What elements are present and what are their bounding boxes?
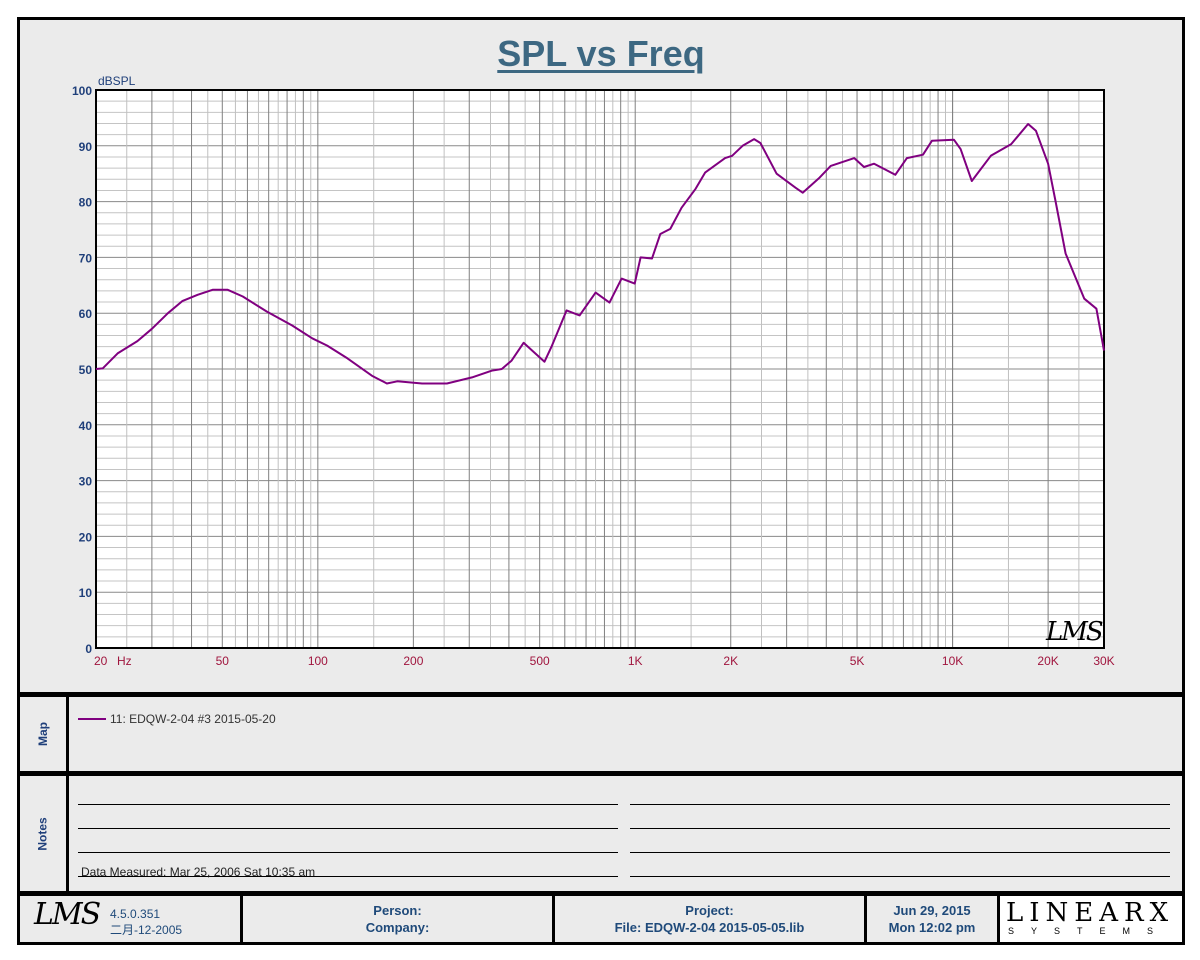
file: File: EDQW-2-04 2015-05-05.lib [614,920,805,935]
divider [66,697,69,771]
divider [864,896,867,942]
x-tick-label: 1K [628,654,643,668]
legend-label: 11: EDQW-2-04 #3 2015-05-20 [110,712,276,726]
brand: LINEARX [1006,898,1175,928]
x-tick-label: 20 [94,654,108,668]
version: 4.5.0.351 [110,907,161,921]
project: Project: [685,903,734,918]
build-date: 二月-12-2005 [110,923,183,937]
divider [997,896,1000,942]
note-line [78,828,618,829]
y-tick-label: 10 [79,586,93,600]
note-line [78,852,618,853]
x-tick-label: 30K [1093,654,1114,668]
x-tick-label: 50 [216,654,230,668]
time: Mon 12:02 pm [888,920,976,935]
footer-person-cell: Person: Company: [243,896,552,942]
x-tick-label: 200 [403,654,423,668]
x-tick-label: 2K [723,654,738,668]
person: Person: [373,903,422,918]
y-tick-label: 0 [85,642,92,656]
version-info: 4.5.0.351 二月-12-2005 [110,906,182,938]
divider [20,692,1182,697]
divider [20,771,1182,776]
note-line [630,852,1170,853]
notes-label-text: Notes [36,817,50,851]
map-label-text: Map [36,722,50,746]
y-tick-label: 50 [79,363,93,377]
y-tick-label: 30 [79,475,93,489]
x-tick-label: 500 [530,654,550,668]
divider [20,891,1182,896]
lms-report-frame: SPL vs Freq 0 10 20 30 40 50 60 70 80 90 100 dBSPL 2… [17,17,1185,945]
data-measured: Data Measured: Mar 25, 2006 Sat 10:35 am [81,865,316,879]
y-tick-label: 100 [72,84,92,98]
date: Jun 29, 2015 [893,903,971,918]
y-tick-label: 90 [79,140,93,154]
y-axis-label: dBSPL [98,74,136,88]
x-tick-label: 5K [850,654,865,668]
note-line [630,876,1170,877]
lms-watermark: LMS [1045,617,1103,647]
map-label: Map [20,697,66,771]
footer-project-cell: Project: File: EDQW-2-04 2015-05-05.lib [555,896,864,942]
divider [552,896,555,942]
lms-logo: LMS [34,897,101,932]
note-line [78,876,618,877]
x-axis-unit: Hz [117,654,132,668]
divider [240,896,243,942]
linearx-logo: LINEARX SYSTEMS [1000,896,1182,942]
chart-title: SPL vs Freq [497,33,705,74]
y-tick-label: 70 [79,251,93,265]
company: Company: [365,920,430,935]
note-line [630,804,1170,805]
note-line [78,804,618,805]
notes-label: Notes [20,776,66,892]
footer-date-cell: Jun 29, 2015 Mon 12:02 pm [867,896,997,942]
x-tick-label: 20K [1037,654,1058,668]
series-line [95,123,1105,385]
footer-version-cell [20,896,240,942]
brand-sub: SYSTEMS [1008,926,1171,936]
note-line [630,828,1170,829]
y-tick-label: 40 [79,419,93,433]
x-tick-label: 10K [942,654,963,668]
divider [66,776,69,892]
y-tick-label: 60 [79,307,93,321]
legend-entry: 11: EDQW-2-04 #3 2015-05-20 [78,712,276,726]
y-tick-label: 80 [79,196,93,210]
legend-swatch [78,718,106,720]
chart-panel: SPL vs Freq 0 10 20 30 40 50 60 70 80 90 100 dBSPL 2… [20,20,1182,692]
x-tick-label: 100 [308,654,328,668]
y-tick-label: 20 [79,530,93,544]
spl-chart: 0 10 20 30 40 50 60 70 80 90 100 dBSPL 20 50 100 200 500… [72,74,1115,668]
